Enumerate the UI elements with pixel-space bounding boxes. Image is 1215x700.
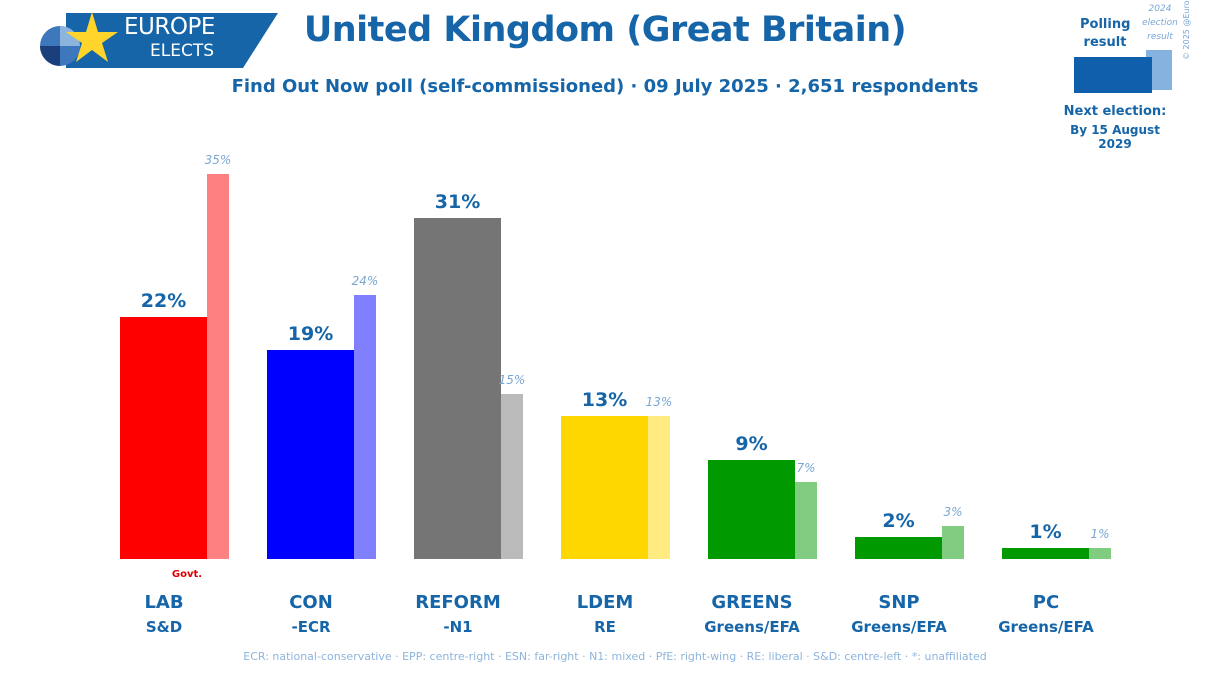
europe-elects-logo: EUROPE ELECTS — [38, 10, 278, 68]
poll-value-label-lab: 22% — [141, 290, 186, 312]
category-label-lab: LAB — [144, 592, 183, 613]
poll-value-label-pc: 1% — [1029, 521, 1061, 543]
poll-value-label-ldem: 13% — [582, 389, 627, 411]
legend-election-label: 2024 election result — [1142, 4, 1178, 42]
election-bar-reform — [501, 394, 523, 559]
poll-value-label-reform: 31% — [435, 191, 480, 213]
logo-text-elects: ELECTS — [150, 41, 214, 61]
category-label-snp: SNP — [878, 592, 919, 613]
group-label-snp: Greens/EFA — [851, 618, 947, 636]
category-label-reform: REFORM — [415, 592, 501, 613]
group-label-pc: Greens/EFA — [998, 618, 1094, 636]
poll-bar-greens — [708, 460, 795, 559]
poll-value-label-greens: 9% — [735, 433, 767, 455]
election-value-label-pc: 1% — [1090, 527, 1109, 541]
logo-banner — [40, 12, 278, 68]
page-title: United Kingdom (Great Britain) — [303, 10, 907, 50]
govt-annotation: Govt. — [172, 569, 202, 580]
poll-bar-lab — [120, 317, 207, 559]
footnote: ECR: national-conservative · EPP: centre… — [243, 650, 987, 663]
election-value-label-greens: 7% — [796, 461, 815, 475]
category-label-con: CON — [289, 592, 333, 613]
election-value-label-ldem: 13% — [646, 395, 673, 409]
poll-bar-pc — [1002, 548, 1089, 559]
poll-bar-reform — [414, 218, 501, 559]
category-label-ldem: LDEM — [577, 592, 634, 613]
election-bar-lab — [207, 174, 229, 559]
election-value-label-con: 24% — [352, 274, 379, 288]
election-bar-ldem — [648, 416, 670, 559]
next-election-label: Next election: — [1063, 104, 1167, 119]
election-value-label-reform: 15% — [499, 373, 526, 387]
next-election-date: By 15 August 2029 — [1070, 123, 1160, 151]
group-label-con: -ECR — [291, 618, 330, 636]
poll-bar-con — [267, 350, 354, 559]
category-label-greens: GREENS — [711, 592, 792, 613]
legend-poll-swatch — [1074, 57, 1152, 93]
category-label-pc: PC — [1033, 592, 1059, 613]
group-label-lab: S&D — [146, 618, 182, 636]
election-bar-snp — [942, 526, 964, 559]
group-label-ldem: RE — [594, 618, 616, 636]
group-label-reform: -N1 — [443, 618, 472, 636]
election-bar-con — [354, 295, 376, 559]
chart-legend: Polling result 2024 election result Next… — [1060, 0, 1215, 151]
election-value-label-snp: 3% — [943, 505, 962, 519]
poll-bar-ldem — [561, 416, 648, 559]
logo-text-europe: EUROPE — [124, 14, 215, 40]
election-bar-pc — [1089, 548, 1111, 559]
poll-value-label-snp: 2% — [882, 510, 914, 532]
group-label-greens: Greens/EFA — [704, 618, 800, 636]
legend-poll-label: Polling result — [1080, 17, 1131, 50]
election-bar-greens — [795, 482, 817, 559]
election-value-label-lab: 35% — [205, 153, 232, 167]
poll-value-label-con: 19% — [288, 323, 333, 345]
poll-bar-snp — [855, 537, 942, 559]
poll-subtitle: Find Out Now poll (self-commissioned) · … — [231, 76, 979, 97]
